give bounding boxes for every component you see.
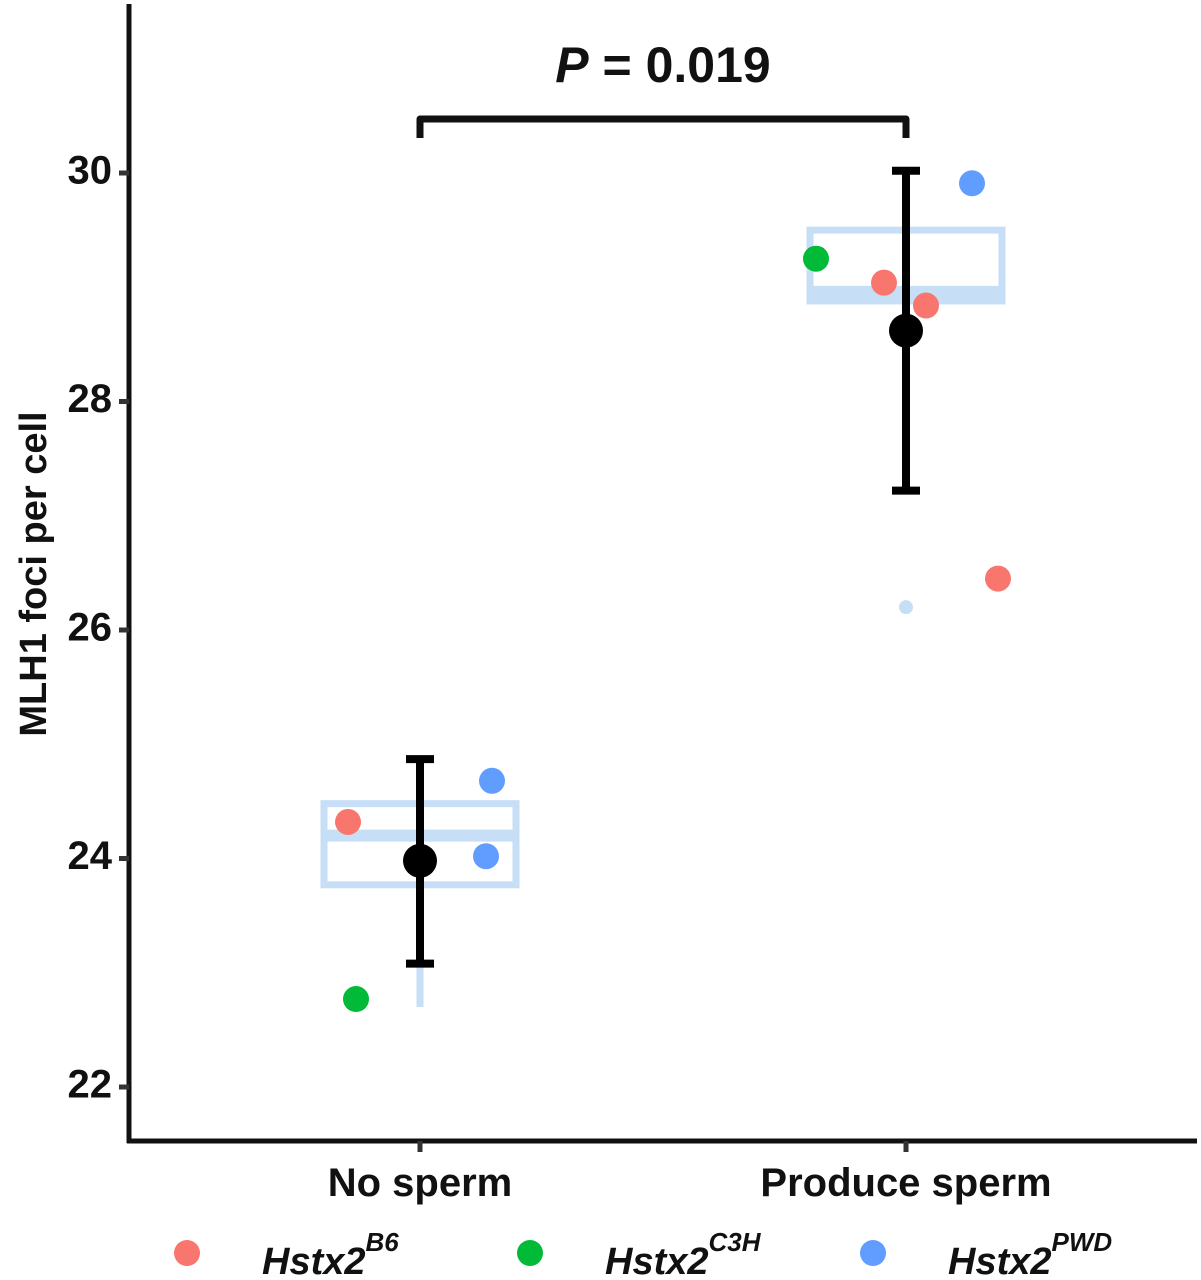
axes: MLH1 foci per cell bbox=[13, 4, 1197, 1144]
y-tick-label: 22 bbox=[68, 1063, 113, 1107]
data-point-pwd bbox=[473, 843, 499, 870]
data-point-b6 bbox=[335, 808, 361, 835]
legend-label-c3h: Hstx2C3H bbox=[605, 1227, 762, 1280]
data-point-c3h bbox=[343, 986, 369, 1013]
p-value-number: = 0.019 bbox=[589, 37, 771, 93]
data-point-pwd bbox=[479, 767, 505, 794]
legend-label-base: Hstx2 bbox=[262, 1241, 366, 1280]
data-point-b6 bbox=[913, 292, 939, 319]
x-ticks: No sperm Produce sperm bbox=[328, 1141, 1052, 1205]
legend: Hstx2B6 Hstx2C3H Hstx2PWD bbox=[174, 1227, 1112, 1280]
legend-label-base: Hstx2 bbox=[948, 1241, 1052, 1280]
y-tick-label: 28 bbox=[68, 377, 113, 421]
significance-bracket bbox=[416, 115, 910, 138]
mean-point bbox=[889, 313, 923, 348]
data-point-pwd bbox=[959, 170, 985, 197]
y-tick-label: 26 bbox=[68, 606, 113, 650]
x-tick-label: No sperm bbox=[328, 1161, 513, 1205]
legend-label-superscript: PWD bbox=[1052, 1227, 1113, 1257]
significance-annotation: P = 0.019 bbox=[416, 37, 910, 138]
x-tick-label: Produce sperm bbox=[760, 1161, 1051, 1205]
p-value-symbol: P bbox=[555, 37, 589, 93]
y-tick-label: 24 bbox=[68, 834, 113, 878]
legend-label-pwd: Hstx2PWD bbox=[948, 1227, 1112, 1280]
y-ticks: 22 24 26 28 30 bbox=[68, 149, 129, 1107]
legend-label-b6: Hstx2B6 bbox=[262, 1227, 399, 1280]
legend-key-b6 bbox=[174, 1240, 200, 1266]
legend-key-pwd bbox=[860, 1240, 886, 1266]
data-points bbox=[335, 170, 1011, 1013]
legend-label-superscript: C3H bbox=[709, 1227, 762, 1257]
legend-label-base: Hstx2 bbox=[605, 1241, 709, 1280]
data-point-c3h bbox=[803, 245, 829, 272]
mean-point bbox=[403, 843, 437, 878]
y-tick-label: 30 bbox=[68, 149, 113, 193]
p-value-label: P = 0.019 bbox=[555, 37, 770, 93]
data-point-b6 bbox=[871, 269, 897, 296]
legend-label-superscript: B6 bbox=[366, 1227, 400, 1257]
box-outlier bbox=[899, 600, 913, 615]
legend-key-c3h bbox=[517, 1240, 543, 1266]
data-point-b6 bbox=[985, 565, 1011, 592]
y-axis-title: MLH1 foci per cell bbox=[13, 411, 55, 736]
mean-errorbars bbox=[403, 166, 923, 968]
